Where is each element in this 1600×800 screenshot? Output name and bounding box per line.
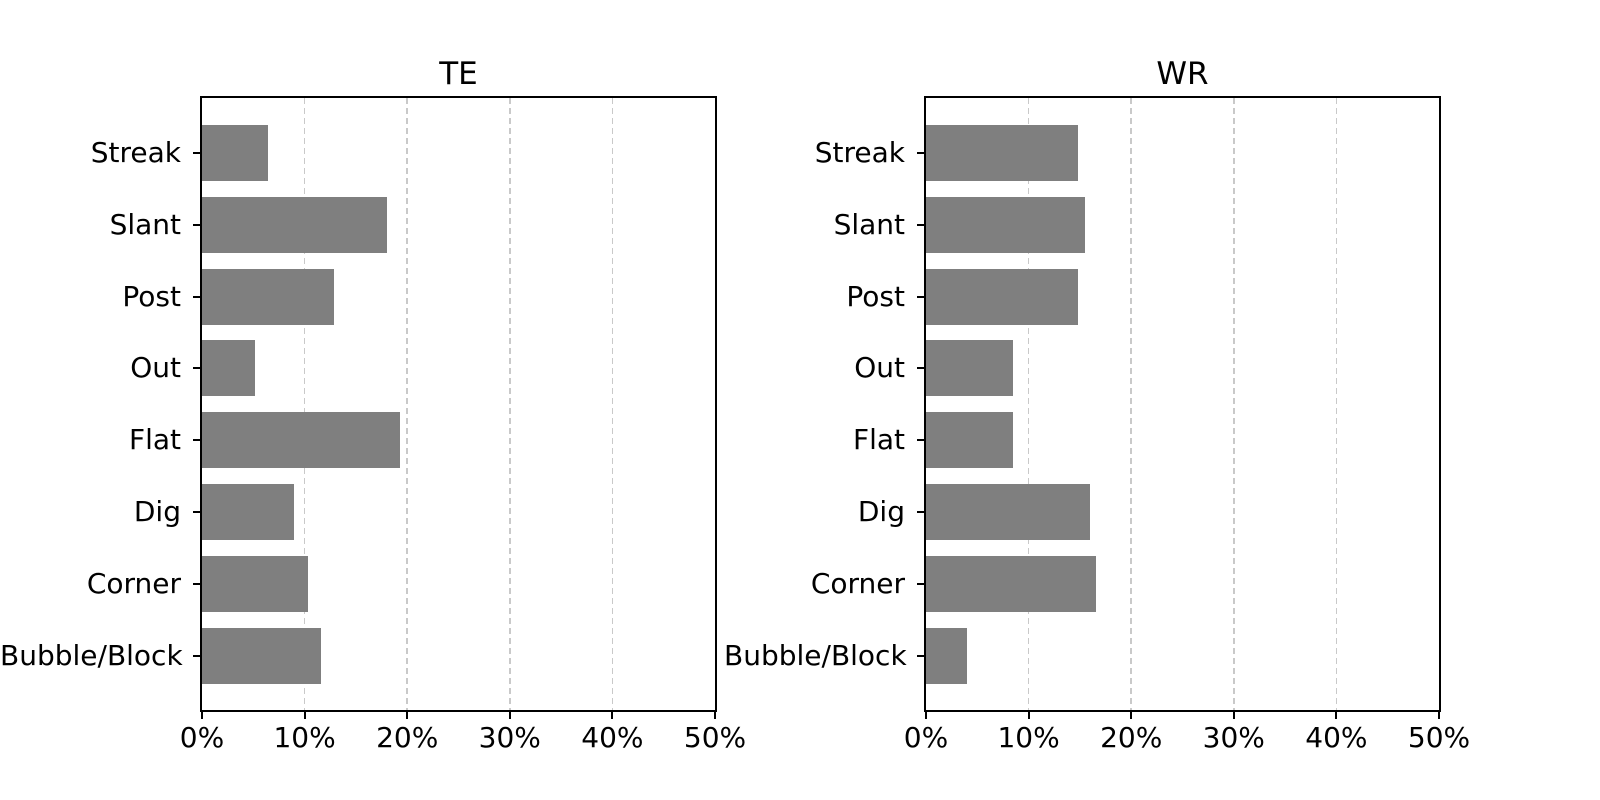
te-category-label-flat: Flat	[128, 423, 181, 457]
te-bar-out	[202, 340, 256, 397]
wr-gridline-10	[1027, 98, 1030, 710]
te-xtick-mark-40	[611, 712, 614, 719]
wr-xtick-mark-20	[1130, 712, 1133, 719]
wr-gridline-30	[1233, 98, 1235, 710]
te-gridline-40	[611, 98, 614, 710]
te-xtick-mark-50	[714, 712, 716, 719]
wr-bar-bubble-block	[926, 627, 968, 684]
wr-category-label-post: Post	[846, 279, 905, 313]
wr-bar-flat	[926, 412, 1014, 469]
wr-chart-panel: WR Streak Slant Post Out Flat Dig Corner Bubble…	[724, 0, 1524, 800]
wr-category-label-out: Out	[854, 351, 905, 385]
wr-ytick-mark-out	[917, 367, 924, 370]
te-ytick-mark-streak	[193, 152, 200, 154]
te-xtick-mark-0	[201, 712, 203, 719]
wr-category-label-flat: Flat	[852, 423, 905, 457]
te-xtick-label-20: 20%	[376, 721, 439, 754]
te-xtick-label-0: 0%	[179, 721, 225, 754]
te-xtick-mark-30	[508, 712, 511, 719]
te-category-label-post: Post	[122, 279, 181, 313]
te-bar-corner	[202, 555, 308, 612]
wr-xtick-mark-50	[1438, 712, 1440, 719]
wr-gridline-20	[1130, 98, 1132, 710]
wr-ytick-mark-streak	[917, 152, 924, 154]
te-bar-flat	[202, 412, 401, 469]
te-chart-title: TE	[439, 56, 478, 92]
wr-gridline-40	[1335, 98, 1338, 710]
wr-xtick-mark-0	[925, 712, 927, 719]
wr-xtick-label-50: 50%	[1407, 721, 1471, 754]
wr-ytick-mark-slant	[917, 223, 924, 226]
te-gridline-30	[509, 98, 511, 710]
wr-xtick-label-30: 30%	[1202, 721, 1265, 754]
wr-ytick-mark-corner	[917, 582, 924, 585]
wr-bar-post	[926, 268, 1078, 325]
te-ytick-mark-slant	[193, 223, 200, 226]
te-xtick-mark-20	[406, 712, 409, 719]
te-gridline-10	[303, 98, 306, 710]
te-category-label-bubble-block: Bubble/Block	[0, 638, 183, 672]
wr-ytick-mark-dig	[917, 511, 924, 513]
te-ytick-mark-corner	[193, 582, 200, 585]
te-bar-slant	[202, 196, 387, 253]
wr-category-label-bubble-block: Bubble/Block	[724, 638, 907, 672]
te-gridline-20	[406, 98, 408, 710]
wr-xtick-mark-30	[1232, 712, 1235, 719]
wr-bar-streak	[926, 125, 1078, 181]
wr-xtick-mark-40	[1335, 712, 1338, 719]
te-ytick-mark-dig	[193, 511, 200, 513]
wr-bar-corner	[926, 555, 1097, 612]
te-xtick-label-10: 10%	[273, 721, 336, 754]
wr-bar-slant	[926, 196, 1086, 253]
te-xtick-label-40: 40%	[581, 721, 644, 754]
wr-category-label-corner: Corner	[810, 566, 905, 600]
te-xtick-label-30: 30%	[478, 721, 541, 754]
te-category-label-corner: Corner	[86, 566, 181, 600]
te-ytick-mark-flat	[193, 439, 200, 442]
te-bar-bubble-block	[202, 627, 322, 684]
te-chart-panel: TE Streak Slant Post Out Flat Dig Corner Bubble…	[0, 56, 747, 754]
wr-xtick-label-10: 10%	[997, 721, 1060, 754]
wr-xtick-label-20: 20%	[1100, 721, 1163, 754]
te-category-label-dig: Dig	[133, 495, 181, 528]
te-plot-area	[200, 96, 717, 712]
te-category-label-out: Out	[130, 351, 181, 385]
wr-category-label-streak: Streak	[814, 136, 905, 169]
wr-bar-dig	[926, 484, 1091, 540]
wr-category-label-slant: Slant	[833, 207, 905, 241]
te-ytick-mark-post	[193, 295, 200, 298]
te-bar-streak	[202, 125, 268, 181]
wr-ytick-mark-post	[917, 295, 924, 298]
te-xtick-label-50: 50%	[683, 721, 747, 754]
te-ytick-mark-out	[193, 367, 200, 370]
te-xtick-mark-10	[303, 712, 306, 719]
wr-ytick-mark-bubble-block	[917, 654, 924, 657]
wr-xtick-mark-10	[1027, 712, 1030, 719]
wr-bar-out	[926, 340, 1014, 397]
te-bar-dig	[202, 484, 295, 540]
te-category-label-slant: Slant	[109, 207, 181, 241]
wr-category-label-dig: Dig	[857, 495, 905, 528]
wr-xtick-label-0: 0%	[903, 721, 949, 754]
wr-xtick-label-40: 40%	[1305, 721, 1368, 754]
wr-chart-title: WR	[1156, 56, 1209, 92]
te-category-label-streak: Streak	[90, 136, 181, 169]
wr-ytick-mark-flat	[917, 439, 924, 442]
te-bar-post	[202, 268, 335, 325]
te-ytick-mark-bubble-block	[193, 654, 200, 657]
wr-plot-area	[924, 96, 1441, 712]
